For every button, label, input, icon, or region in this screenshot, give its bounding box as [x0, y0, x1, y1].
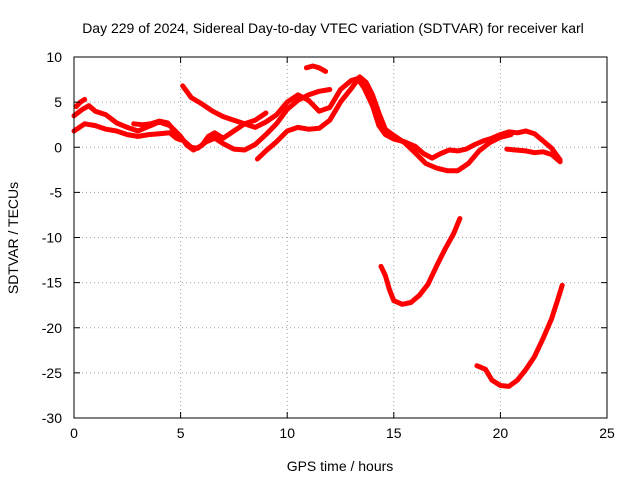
x-tick-label: 15: [386, 425, 402, 441]
x-tick-label: 0: [70, 425, 78, 441]
y-axis-label: SDTVAR / TECUs: [5, 182, 21, 294]
y-tick-label: 10: [46, 49, 62, 65]
y-tick-label: -15: [42, 275, 62, 291]
series-arc-10: [474, 282, 565, 389]
series-arc-7: [303, 63, 329, 74]
series-arc-4: [131, 87, 333, 153]
grid-layer: [74, 57, 607, 418]
y-tick-label: -20: [42, 320, 62, 336]
chart-title: Day 229 of 2024, Sidereal Day-to-day VTE…: [82, 20, 584, 36]
series-arc-9: [378, 216, 463, 307]
series-arc-8: [504, 146, 563, 165]
y-tick-label: -25: [42, 365, 62, 381]
x-tick-label: 5: [177, 425, 185, 441]
x-tick-label: 25: [599, 425, 615, 441]
x-tick-label: 10: [279, 425, 295, 441]
y-tick-label: -30: [42, 410, 62, 426]
series-arc-1: [71, 121, 184, 143]
tick-layer: 0 5 10 15 20 25 -30 -25 -20 -15 -10 -5 0 5 10: [42, 49, 615, 441]
series-arc-3: [73, 96, 88, 110]
series-arc-6: [254, 74, 514, 174]
y-tick-label: 0: [54, 139, 62, 155]
series-layer: [71, 63, 565, 389]
x-axis-label: GPS time / hours: [287, 458, 394, 474]
y-tick-label: -5: [50, 184, 63, 200]
y-tick-label: -10: [42, 230, 62, 246]
x-tick-label: 20: [493, 425, 509, 441]
y-tick-label: 5: [54, 94, 62, 110]
series-arc-5: [180, 76, 563, 163]
